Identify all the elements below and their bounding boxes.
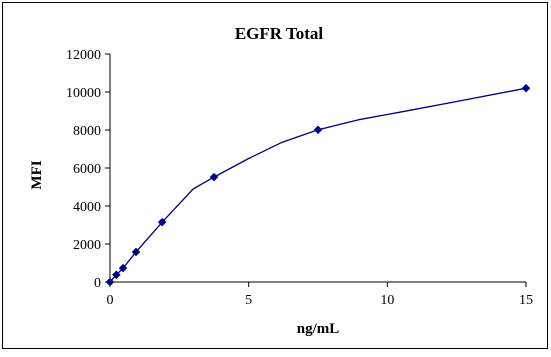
y-tick-label: 2000 <box>73 238 101 253</box>
data-point <box>131 247 141 257</box>
series-line <box>109 87 527 283</box>
x-tick-label: 0 <box>107 293 114 308</box>
x-axis-title: ng/mL <box>297 321 340 337</box>
data-point <box>521 83 531 93</box>
y-tick-label: 0 <box>94 276 101 291</box>
y-axis-title: MFI <box>29 160 45 189</box>
axes-group: 0 2000 4000 6000 8000 10000 12000 0 5 10 15 <box>66 48 533 308</box>
data-point <box>105 277 115 287</box>
chart-frame <box>2 2 548 349</box>
data-point <box>118 263 128 273</box>
data-point <box>313 125 323 135</box>
x-tick-label: 10 <box>380 293 394 308</box>
plot-area <box>105 83 531 287</box>
x-tick-label: 15 <box>519 293 533 308</box>
data-point <box>112 270 121 280</box>
data-point <box>157 217 167 227</box>
y-tick-label: 4000 <box>73 200 101 215</box>
y-tick-label: 10000 <box>66 86 101 101</box>
data-point <box>209 172 219 182</box>
y-tick-label: 8000 <box>73 124 101 139</box>
x-tick-label: 5 <box>245 293 252 308</box>
y-tick-label: 12000 <box>66 48 101 63</box>
chart-title: EGFR Total <box>235 24 324 43</box>
y-tick-label: 6000 <box>73 162 101 177</box>
